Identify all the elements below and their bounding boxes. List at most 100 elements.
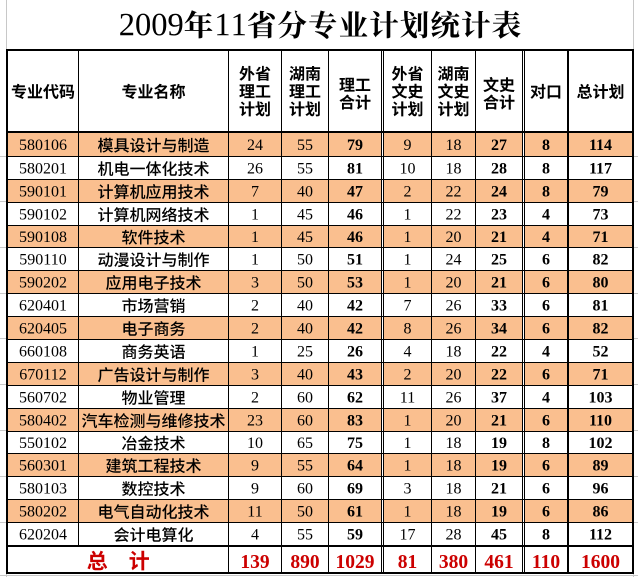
svg-text:86: 86 <box>593 504 609 521</box>
svg-text:2: 2 <box>251 298 259 315</box>
svg-text:40: 40 <box>297 321 313 338</box>
svg-text:26: 26 <box>247 161 263 178</box>
svg-text:1: 1 <box>404 207 412 224</box>
svg-text:6: 6 <box>542 275 550 292</box>
svg-text:59: 59 <box>347 527 363 544</box>
svg-text:53: 53 <box>347 275 363 292</box>
svg-text:18: 18 <box>446 481 462 498</box>
svg-text:26: 26 <box>446 390 462 407</box>
svg-text:580202: 580202 <box>19 504 67 521</box>
svg-text:110: 110 <box>532 552 560 573</box>
svg-text:21: 21 <box>491 275 507 292</box>
svg-text:590101: 590101 <box>19 184 67 201</box>
svg-text:46: 46 <box>347 229 363 246</box>
svg-text:1: 1 <box>251 229 259 246</box>
svg-text:8: 8 <box>542 161 550 178</box>
svg-text:18: 18 <box>446 137 462 154</box>
svg-text:20: 20 <box>446 275 462 292</box>
svg-text:55: 55 <box>297 161 313 178</box>
svg-text:4: 4 <box>542 207 550 224</box>
svg-text:590110: 590110 <box>19 252 66 269</box>
svg-text:69: 69 <box>347 481 363 498</box>
svg-text:2: 2 <box>251 321 259 338</box>
svg-text:25: 25 <box>491 252 507 269</box>
svg-text:71: 71 <box>593 229 609 246</box>
svg-text:55: 55 <box>297 137 313 154</box>
svg-text:590202: 590202 <box>19 275 67 292</box>
svg-text:890: 890 <box>290 552 319 573</box>
svg-text:50: 50 <box>297 504 313 521</box>
svg-text:4: 4 <box>542 390 550 407</box>
svg-text:6: 6 <box>542 367 550 384</box>
svg-text:55: 55 <box>297 527 313 544</box>
svg-text:71: 71 <box>593 367 609 384</box>
svg-text:81: 81 <box>593 298 609 315</box>
svg-text:1: 1 <box>251 207 259 224</box>
svg-text:25: 25 <box>297 344 313 361</box>
svg-text:9: 9 <box>251 458 259 475</box>
svg-text:20: 20 <box>446 229 462 246</box>
svg-text:8: 8 <box>542 435 550 452</box>
svg-text:8: 8 <box>542 184 550 201</box>
svg-text:19: 19 <box>491 458 507 475</box>
svg-text:7: 7 <box>251 184 259 201</box>
svg-text:62: 62 <box>347 390 363 407</box>
svg-text:6: 6 <box>542 458 550 475</box>
svg-text:42: 42 <box>347 298 363 315</box>
svg-text:21: 21 <box>491 481 507 498</box>
svg-text:9: 9 <box>251 481 259 498</box>
svg-text:117: 117 <box>589 161 612 178</box>
svg-text:620204: 620204 <box>19 527 67 544</box>
svg-text:3: 3 <box>251 367 259 384</box>
svg-text:26: 26 <box>347 344 363 361</box>
svg-text:82: 82 <box>593 252 609 269</box>
svg-text:3: 3 <box>404 481 412 498</box>
svg-text:60: 60 <box>297 481 313 498</box>
svg-text:82: 82 <box>593 321 609 338</box>
svg-text:580402: 580402 <box>19 413 67 430</box>
svg-text:27: 27 <box>491 137 507 154</box>
svg-text:110: 110 <box>589 413 612 430</box>
svg-text:1: 1 <box>251 344 259 361</box>
svg-text:79: 79 <box>347 137 363 154</box>
svg-text:19: 19 <box>491 435 507 452</box>
svg-text:17: 17 <box>400 527 416 544</box>
svg-text:580201: 580201 <box>19 161 67 178</box>
svg-text:65: 65 <box>297 435 313 452</box>
svg-text:89: 89 <box>593 458 609 475</box>
svg-text:590102: 590102 <box>19 207 67 224</box>
svg-text:112: 112 <box>589 527 612 544</box>
svg-text:6: 6 <box>542 298 550 315</box>
svg-text:18: 18 <box>446 458 462 475</box>
svg-text:1: 1 <box>404 229 412 246</box>
svg-text:18: 18 <box>446 344 462 361</box>
svg-text:1: 1 <box>404 275 412 292</box>
svg-text:28: 28 <box>446 527 462 544</box>
svg-text:139: 139 <box>240 552 270 573</box>
svg-text:22: 22 <box>491 344 507 361</box>
svg-text:22: 22 <box>491 367 507 384</box>
svg-text:45: 45 <box>297 229 313 246</box>
svg-text:18: 18 <box>446 504 462 521</box>
svg-text:9: 9 <box>404 137 412 154</box>
svg-text:22: 22 <box>446 184 462 201</box>
svg-text:83: 83 <box>347 413 363 430</box>
svg-text:4: 4 <box>404 344 412 361</box>
svg-text:18: 18 <box>446 161 462 178</box>
svg-text:580106: 580106 <box>19 137 67 154</box>
svg-text:18: 18 <box>446 435 462 452</box>
svg-text:55: 55 <box>297 458 313 475</box>
svg-text:1: 1 <box>404 252 412 269</box>
svg-text:2: 2 <box>404 184 412 201</box>
svg-text:64: 64 <box>347 458 363 475</box>
svg-text:40: 40 <box>297 298 313 315</box>
svg-text:19: 19 <box>491 504 507 521</box>
svg-text:670112: 670112 <box>19 367 66 384</box>
svg-text:75: 75 <box>347 435 363 452</box>
svg-text:24: 24 <box>491 184 507 201</box>
svg-text:81: 81 <box>347 161 363 178</box>
svg-text:8: 8 <box>404 321 412 338</box>
svg-text:45: 45 <box>297 207 313 224</box>
svg-text:21: 21 <box>491 229 507 246</box>
svg-text:550102: 550102 <box>19 435 67 452</box>
